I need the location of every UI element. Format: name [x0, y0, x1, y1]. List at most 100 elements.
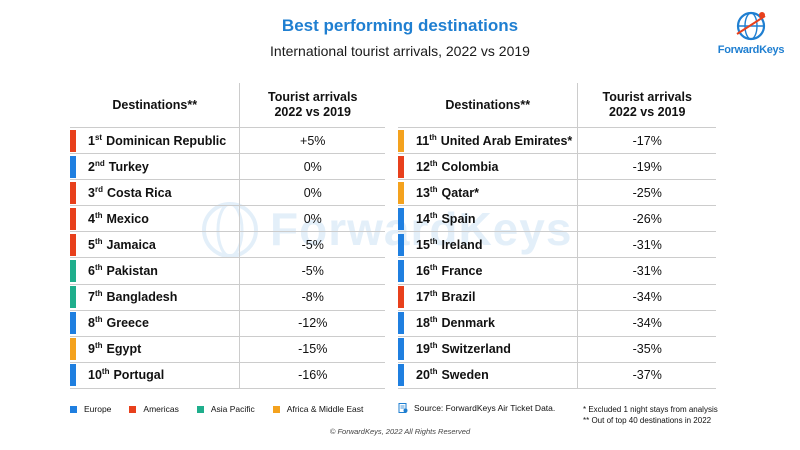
destination-name: Colombia	[441, 159, 499, 174]
table-row: 15th Ireland -31%	[398, 232, 716, 259]
destination-cell: 4th Mexico	[70, 206, 239, 231]
header-arrivals-line1: Tourist arrivals	[268, 90, 358, 104]
destination-name: Portugal	[113, 368, 165, 383]
rank-number: 2	[88, 159, 95, 174]
destination-name: Bangladesh	[106, 290, 178, 305]
destination-cell: 1st Dominican Republic	[70, 128, 239, 153]
destination-cell: 8th Greece	[70, 311, 239, 336]
legend-label: Africa & Middle East	[286, 404, 364, 414]
destination-name: Jamaica	[106, 237, 156, 252]
rank-suffix: th	[429, 132, 437, 142]
destination-name: Turkey	[108, 159, 149, 174]
rank: 8th	[88, 315, 103, 331]
header-arrivals-line2: 2022 vs 2019	[608, 105, 686, 119]
destination-name: Dominican Republic	[106, 133, 227, 148]
destination-cell: 15th Ireland	[398, 232, 577, 257]
legend-label: Americas	[143, 404, 179, 414]
right-table: Destinations** Tourist arrivals 2022 vs …	[398, 83, 716, 389]
region-color-bar	[398, 364, 404, 387]
right-table-header: Destinations** Tourist arrivals 2022 vs …	[398, 83, 716, 127]
rank-number: 12	[416, 159, 430, 174]
rank-suffix: nd	[94, 158, 105, 168]
rank-suffix: th	[429, 288, 438, 298]
destination-name: Switzerland	[441, 342, 511, 357]
page-title: Best performing destinations	[281, 16, 519, 35]
legend-swatch	[129, 405, 137, 413]
rank-number: 16	[416, 264, 430, 279]
rank-suffix: th	[94, 236, 103, 246]
table-row: 5th Jamaica -5%	[70, 232, 385, 259]
arrivals-change: -25%	[577, 180, 716, 206]
rank-number: 13	[416, 185, 430, 200]
legend-swatch	[70, 405, 77, 413]
table-row: 7th Bangladesh -8%	[70, 284, 385, 311]
rank: 12th	[416, 159, 437, 174]
destination-cell: 12th Colombia	[398, 154, 577, 179]
rank: 16th	[416, 262, 438, 279]
rank: 1st	[88, 133, 102, 148]
arrivals-change: -37%	[577, 362, 716, 388]
rank-suffix: th	[94, 315, 103, 325]
destination-name: Brazil	[441, 290, 476, 305]
rank-suffix: th	[429, 236, 438, 246]
rank: 20th	[416, 368, 437, 383]
destination-name: Costa Rica	[106, 185, 172, 200]
table-row: 8th Greece -12%	[70, 310, 385, 337]
legend-item: Americas	[129, 404, 179, 414]
destination-cell: 14th Spain	[398, 206, 577, 231]
rank-suffix: th	[429, 262, 438, 272]
rank-number: 19	[416, 342, 430, 357]
destination-cell: 6th Pakistan	[70, 258, 239, 283]
arrivals-change: -5%	[239, 232, 385, 258]
arrivals-change: -26%	[577, 206, 716, 232]
region-color-bar	[398, 260, 404, 283]
legend-swatch	[272, 405, 280, 413]
arrivals-change: 0%	[239, 154, 385, 180]
region-color-bar	[70, 364, 76, 387]
rank-suffix: th	[429, 210, 438, 220]
table-row: 17th Brazil -34%	[398, 284, 716, 311]
region-color-bar	[70, 233, 76, 256]
footnote-2: ** Out of top 40 destinations in 2022	[583, 416, 712, 425]
table-row: 14th Spain -26%	[398, 206, 716, 233]
header-arrivals-line1: Tourist arrivals	[602, 90, 692, 104]
right-table-body: 11th United Arab Emirates* -17% 12th Colombi…	[398, 127, 716, 389]
rank-number: 6	[88, 264, 95, 279]
arrivals-change: -12%	[239, 310, 385, 336]
page-subtitle: International tourist arrivals, 2022 vs …	[270, 43, 530, 59]
header-destinations: Destinations**	[445, 97, 531, 112]
region-color-bar	[70, 260, 76, 283]
rank: 9th	[88, 342, 103, 357]
rank-suffix: th	[429, 341, 438, 351]
destination-cell: 7th Bangladesh	[70, 285, 239, 310]
destination-cell: 13th Qatar*	[398, 180, 577, 205]
region-color-bar	[70, 181, 76, 204]
table-row: 1st Dominican Republic +5%	[70, 128, 385, 155]
destination-name: Denmark	[441, 316, 495, 331]
arrivals-change: 0%	[239, 180, 385, 206]
table-row: 11th United Arab Emirates* -17%	[398, 128, 716, 155]
rank-suffix: th	[429, 184, 438, 194]
legend-label: Europe	[84, 404, 112, 414]
legend-label: Asia Pacific	[210, 404, 255, 414]
arrivals-change: -16%	[239, 362, 385, 388]
arrivals-change: 0%	[239, 206, 385, 232]
rank-suffix: th	[94, 210, 103, 220]
table-row: 13th Qatar* -25%	[398, 180, 716, 207]
rank-number: 15	[416, 237, 430, 252]
legend-item: Asia Pacific	[196, 404, 255, 414]
rank-number: 8	[88, 316, 95, 331]
table-row: 2nd Turkey 0%	[70, 154, 385, 181]
table-row: 20th Sweden -37%	[398, 362, 716, 389]
arrivals-change: -8%	[239, 284, 385, 310]
destination-name: United Arab Emirates*	[440, 133, 573, 148]
rank-number: 10	[88, 368, 102, 383]
arrivals-change: -35%	[577, 336, 716, 362]
region-color-bar	[70, 286, 76, 309]
rank-suffix: rd	[94, 184, 103, 194]
rank: 15th	[416, 236, 438, 252]
rank-number: 1	[88, 133, 95, 148]
legend-item: Africa & Middle East	[272, 404, 364, 414]
arrivals-change: -31%	[577, 232, 716, 258]
destination-cell: 20th Sweden	[398, 363, 577, 388]
